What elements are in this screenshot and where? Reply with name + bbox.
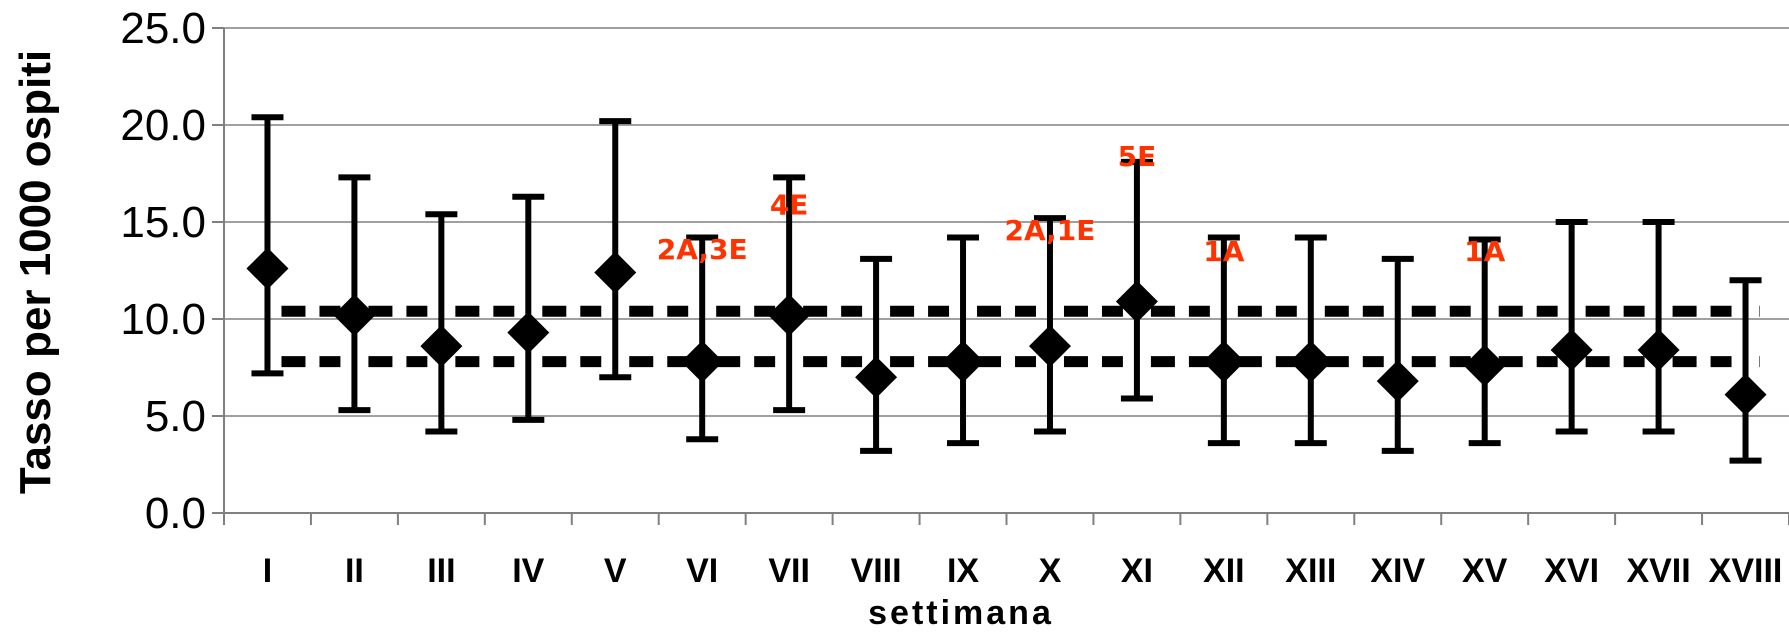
axes: 0.05.010.015.020.025.0I II III IV V VI VII VIII… <box>120 4 1789 590</box>
y-tick-label: 5.0 <box>145 392 206 441</box>
x-tick-label-xiii: XIII <box>1285 552 1336 590</box>
data-point-vi <box>681 340 724 383</box>
data-marks <box>246 114 1767 464</box>
data-point-xii <box>1202 340 1245 383</box>
data-point-xi <box>1115 280 1158 323</box>
x-tick-label-ii: II <box>345 552 364 590</box>
gridlines <box>224 27 1789 417</box>
annotation-label-vii: 4E <box>770 189 809 222</box>
x-tick-label-viii: VIII <box>851 552 902 590</box>
x-tick-label-xi: XI <box>1121 552 1153 590</box>
x-tick-label-i: I <box>263 552 272 590</box>
data-point-v <box>594 251 637 294</box>
y-tick-label: 10.0 <box>120 295 206 344</box>
data-point-iii <box>420 325 463 368</box>
x-tick-label-xii: XII <box>1203 552 1245 590</box>
x-tick-label-xiv: XIV <box>1370 552 1425 590</box>
y-tick-label: 15.0 <box>120 198 206 247</box>
data-point-xviii <box>1724 373 1767 416</box>
x-tick-label-vii: VII <box>768 552 810 590</box>
annotation-label-xv: 1A <box>1464 235 1505 268</box>
data-point-ix <box>942 340 985 383</box>
x-tick-label-vi: VI <box>686 552 718 590</box>
annotation-label-x: 2A,1E <box>1005 214 1096 247</box>
x-tick-label-xv: XV <box>1462 552 1508 590</box>
annotation-label-vi: 2A,3E <box>657 233 748 266</box>
data-point-ii <box>333 294 376 337</box>
x-tick-label-iv: IV <box>512 552 544 590</box>
data-point-xvii <box>1637 329 1680 372</box>
y-tick-label: 0.0 <box>145 489 206 538</box>
annotation-label-xi: 5E <box>1118 140 1157 173</box>
annotation-label-xii: 1A <box>1203 235 1244 268</box>
data-point-xvi <box>1550 329 1593 372</box>
data-point-viii <box>855 356 898 399</box>
y-tick-label: 25.0 <box>120 4 206 53</box>
data-point-xv <box>1463 344 1506 387</box>
x-tick-label-iii: III <box>427 552 455 590</box>
reference-lines <box>281 305 1760 368</box>
data-point-iv <box>507 311 550 354</box>
x-tick-label-xvii: XVII <box>1626 552 1690 590</box>
y-axis-title: Tasso per 1000 ospiti <box>11 50 60 494</box>
y-tick-label: 20.0 <box>120 101 206 150</box>
x-axis-title: settimana <box>868 594 1054 632</box>
data-point-i <box>246 247 289 290</box>
data-point-xiv <box>1376 360 1419 403</box>
x-tick-label-ix: IX <box>947 552 979 590</box>
x-tick-label-xvi: XVI <box>1544 552 1599 590</box>
data-point-vii <box>768 294 811 337</box>
data-point-x <box>1028 325 1071 368</box>
x-tick-label-xviii: XVIII <box>1709 552 1783 590</box>
annotations: 2A,3E 4E 2A,1E 5E 1A 1A <box>657 140 1506 268</box>
x-tick-label-v: V <box>604 552 627 590</box>
x-tick-label-x: X <box>1039 552 1062 590</box>
data-point-xiii <box>1289 340 1332 383</box>
